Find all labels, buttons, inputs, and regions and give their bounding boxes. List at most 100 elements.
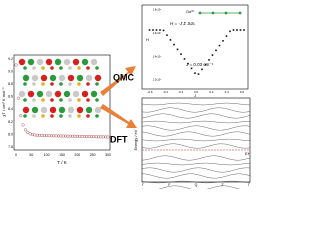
point	[71, 134, 75, 138]
point	[155, 29, 158, 31]
point	[101, 135, 105, 139]
atom	[77, 82, 81, 86]
point	[215, 49, 217, 52]
point	[208, 59, 210, 61]
atom	[86, 98, 90, 102]
atom	[77, 66, 81, 70]
atom	[95, 66, 99, 70]
atom	[63, 90, 71, 98]
dft-label: DFT	[110, 134, 128, 144]
point	[94, 135, 98, 139]
atom	[86, 66, 90, 70]
tick-label: 200	[74, 153, 80, 157]
tick-label: 150	[59, 153, 65, 157]
band	[141, 162, 251, 166]
band	[141, 173, 251, 179]
tick-label: -0.2	[178, 90, 184, 94]
point	[106, 135, 110, 139]
arrow-dft	[100, 104, 137, 128]
point	[47, 134, 51, 138]
point	[35, 133, 39, 137]
tick-label: 9.2	[8, 57, 13, 61]
point	[159, 29, 161, 31]
tick-label: 8.2	[8, 120, 13, 124]
fermi-label: Eꜰ	[245, 151, 250, 156]
atom	[76, 106, 84, 114]
point	[166, 34, 168, 36]
point	[197, 73, 200, 75]
atom	[50, 66, 54, 70]
tick-label: 8.4	[8, 107, 13, 111]
chain-atoms	[198, 11, 242, 15]
tick-label: Z	[221, 183, 224, 187]
top-data	[148, 29, 245, 75]
atom	[63, 58, 71, 66]
atom	[50, 82, 54, 86]
atom	[68, 82, 72, 86]
atom	[23, 114, 27, 118]
tick-label: 0.2	[209, 90, 214, 94]
graphical-abstract: χT / cm³ K mol⁻¹ T / K QMC DFT H J Gd³⁺ …	[1, 4, 251, 189]
atom	[36, 58, 44, 66]
band	[141, 167, 251, 173]
tick-label: 1.4x10⁴	[153, 54, 162, 58]
point	[33, 133, 37, 137]
qmc-label: QMC	[113, 72, 134, 82]
point	[56, 134, 60, 138]
atom	[50, 114, 54, 118]
atom	[22, 106, 30, 114]
point	[97, 135, 101, 139]
point	[204, 63, 207, 66]
point	[173, 43, 175, 46]
tick-label: 8.8	[8, 82, 13, 86]
atom	[45, 90, 53, 98]
atom	[58, 74, 66, 82]
point	[92, 135, 96, 139]
point	[38, 133, 42, 137]
band	[141, 155, 251, 161]
atom	[23, 98, 27, 102]
atom	[95, 114, 99, 118]
tick-label: 0.0	[194, 90, 199, 94]
point	[40, 134, 44, 138]
coupling: J = 0.03 cm⁻¹	[186, 62, 214, 67]
band	[141, 185, 241, 189]
atom	[49, 74, 57, 82]
atom	[23, 82, 27, 86]
atom	[40, 106, 48, 114]
band	[141, 131, 251, 137]
point	[187, 62, 189, 65]
tick-label: 0	[15, 153, 17, 157]
crystal-structure	[18, 58, 102, 118]
atom	[76, 74, 84, 82]
left-x-label: T / K	[57, 160, 66, 165]
point	[26, 130, 30, 134]
band	[141, 125, 251, 131]
atom	[27, 58, 35, 66]
atom	[90, 90, 98, 98]
point	[64, 134, 68, 138]
point	[78, 134, 82, 138]
hamiltonian: H = -J Σ SᵢSⱼ	[170, 21, 195, 26]
top-x-label: J	[194, 93, 196, 98]
atom	[32, 98, 36, 102]
atom	[68, 98, 72, 102]
atom	[95, 82, 99, 86]
atom	[67, 106, 75, 114]
atom	[32, 82, 36, 86]
atom	[41, 98, 45, 102]
point	[16, 96, 20, 100]
atom	[49, 106, 57, 114]
atom	[85, 106, 93, 114]
point	[176, 48, 179, 51]
bottom-y-label: Energy / eV	[133, 129, 138, 150]
point	[59, 134, 63, 138]
point	[85, 135, 89, 139]
point	[104, 135, 108, 139]
atom	[18, 58, 26, 66]
band	[141, 138, 251, 142]
arrow-qmc	[100, 66, 136, 96]
atom	[36, 90, 44, 98]
point	[236, 29, 238, 31]
atom	[40, 74, 48, 82]
